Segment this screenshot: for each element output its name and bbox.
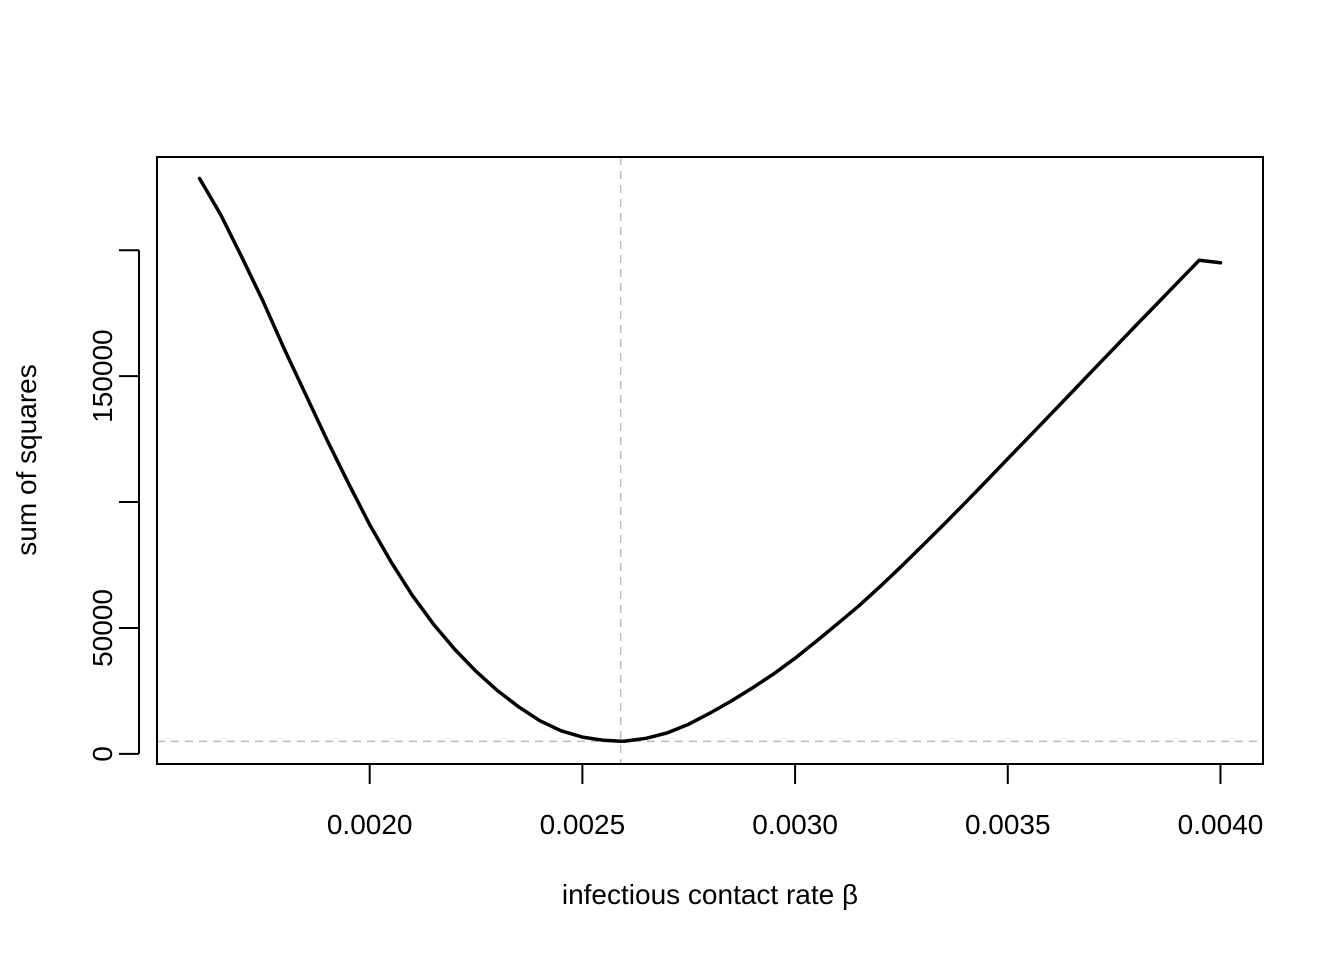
x-axis-title: infectious contact rate β: [562, 879, 858, 910]
y-tick-label: 50000: [87, 589, 118, 667]
x-axis: 0.0020 0.0025 0.0030 0.0035 0.0040: [327, 763, 1264, 840]
x-tick-label: 0.0040: [1178, 809, 1264, 840]
y-tick-label: 150000: [87, 329, 118, 422]
x-tick-label: 0.0035: [965, 809, 1051, 840]
y-axis-title: sum of squares: [11, 364, 42, 555]
series-layer: [197, 176, 1223, 744]
x-tick-label: 0.0020: [327, 809, 413, 840]
x-tick-label: 0.0030: [752, 809, 838, 840]
reference-lines: [157, 157, 1263, 764]
x-tick-label: 0.0025: [540, 809, 626, 840]
y-axis: 0 50000 150000: [87, 249, 140, 762]
y-tick-label: 0: [87, 746, 118, 762]
series-line-0: [197, 176, 1223, 744]
